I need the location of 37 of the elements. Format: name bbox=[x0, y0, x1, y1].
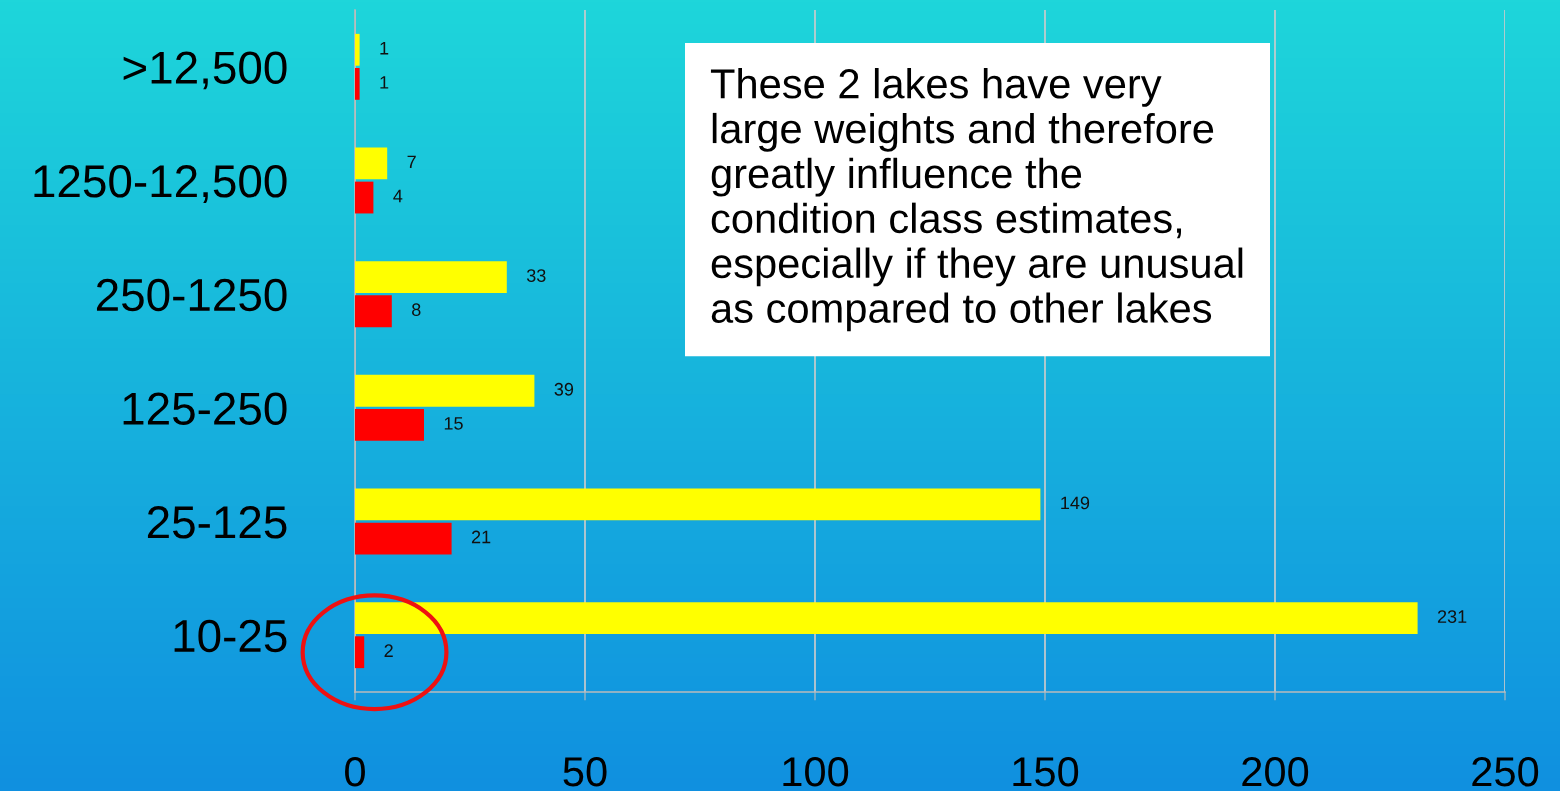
bar bbox=[355, 147, 388, 180]
data-label: 15 bbox=[444, 417, 463, 430]
y-tick-label: 25-125 bbox=[147, 506, 287, 539]
bar bbox=[355, 181, 374, 214]
y-tick-label: 1250-12,500 bbox=[34, 165, 287, 203]
y-tick-label: 125-250 bbox=[123, 392, 287, 425]
data-label: 1 bbox=[380, 76, 389, 89]
bar bbox=[355, 488, 1041, 521]
x-tick-label: 200 bbox=[1242, 756, 1309, 787]
data-label: 7 bbox=[407, 155, 416, 169]
bar bbox=[355, 374, 535, 407]
annotation: These 2 lakes have very large weights and therefore greatly influence the condition class estimates, especially if they are unusual as compared to other lakes bbox=[710, 68, 1243, 332]
x-tick-label: 50 bbox=[563, 756, 607, 787]
x-tick-label: 250 bbox=[1472, 756, 1539, 787]
data-label: 4 bbox=[393, 189, 403, 203]
y-tick-label: 10-25 bbox=[174, 619, 287, 653]
data-label: 21 bbox=[471, 530, 491, 544]
bar bbox=[355, 636, 365, 669]
y-tick-label: >12,500 bbox=[123, 51, 287, 90]
bar bbox=[355, 602, 1418, 635]
y-tick-label: 250-1250 bbox=[96, 278, 287, 312]
x-tick-label: 0 bbox=[345, 756, 365, 787]
bar bbox=[355, 67, 360, 100]
x-tick-label: 150 bbox=[1013, 756, 1079, 787]
data-label: 39 bbox=[554, 382, 574, 396]
bar bbox=[355, 295, 392, 328]
data-label: 2 bbox=[384, 644, 393, 657]
data-label: 33 bbox=[526, 269, 546, 282]
data-label: 149 bbox=[1061, 496, 1090, 510]
data-label: 231 bbox=[1437, 610, 1467, 623]
x-tick-label: 100 bbox=[783, 756, 849, 787]
bar bbox=[355, 408, 424, 441]
bar bbox=[355, 33, 360, 66]
data-label: 8 bbox=[412, 303, 421, 317]
data-label: 1 bbox=[380, 42, 389, 55]
bar bbox=[355, 261, 507, 294]
bar bbox=[355, 522, 452, 555]
